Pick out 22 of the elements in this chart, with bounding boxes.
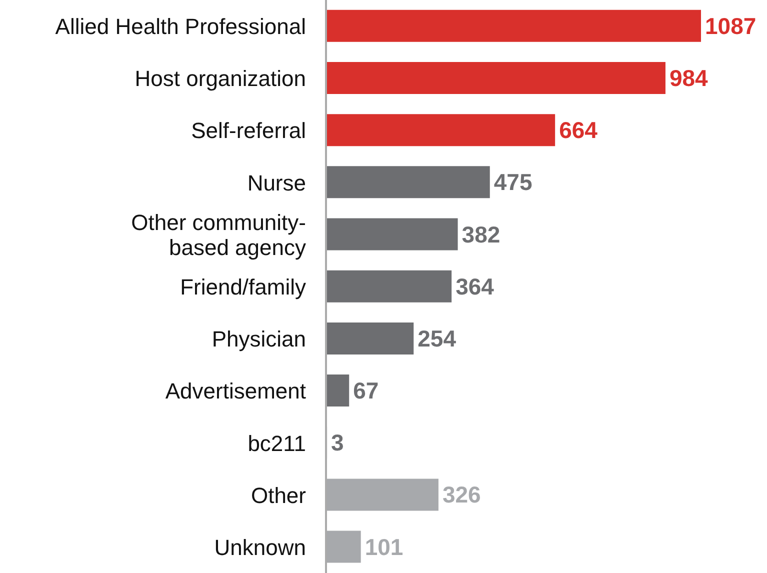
y-tick-label: bc211 bbox=[248, 430, 306, 456]
data-label: 382 bbox=[462, 221, 500, 248]
data-label: 326 bbox=[442, 482, 481, 508]
data-label: 984 bbox=[669, 64, 708, 91]
data-label: 67 bbox=[353, 378, 379, 404]
data-label: 664 bbox=[559, 117, 598, 144]
data-label: 254 bbox=[418, 325, 456, 352]
data-label: 101 bbox=[364, 534, 404, 560]
y-tick-label: Other community-based agency bbox=[131, 210, 306, 260]
y-tick-label: Physician bbox=[212, 326, 306, 352]
y-tick-label: Nurse bbox=[247, 170, 306, 196]
y-tick-label: Self-referral bbox=[191, 118, 306, 144]
y-tick-label: Allied Health Professional bbox=[55, 14, 306, 40]
data-label: 364 bbox=[456, 273, 494, 300]
y-tick-label: Host organization bbox=[134, 66, 306, 92]
data-label: 475 bbox=[494, 169, 532, 196]
y-tick-label: Other bbox=[250, 482, 306, 508]
y-tick-label: Unknown bbox=[214, 534, 306, 560]
data-label: 3 bbox=[331, 430, 344, 456]
data-label: 1087 bbox=[705, 12, 756, 39]
y-tick-label: Friend/family bbox=[180, 274, 306, 300]
y-tick-label: Advertisement bbox=[165, 378, 306, 404]
